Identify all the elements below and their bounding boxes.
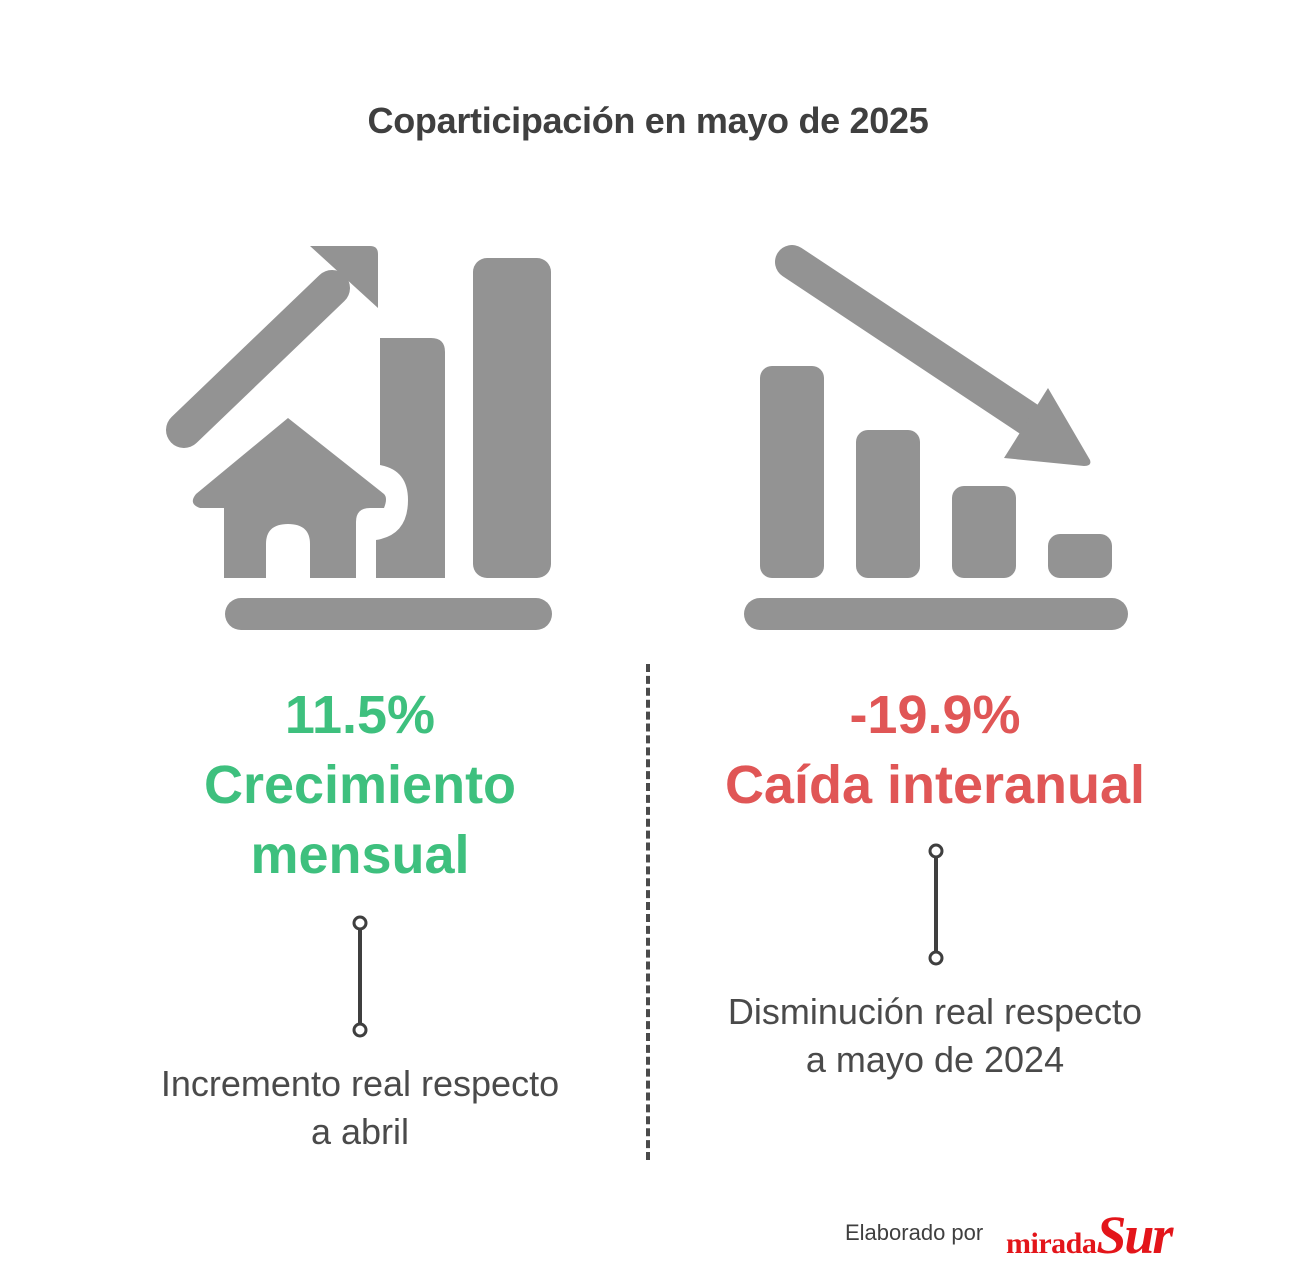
declining-bar-chart-icon [744,245,1128,630]
left-connector [352,915,368,1038]
page-title: Coparticipación en mayo de 2025 [367,100,929,141]
center-divider [646,664,650,1160]
right-metric: -19.9% Caída interanual [680,680,1190,820]
left-description: Incremento real respecto a abril [110,1060,610,1156]
credit-text: Elaborado por [845,1220,984,1245]
house-growth-chart-icon [166,246,552,630]
left-metric: 11.5% Crecimiento mensual [150,680,570,890]
left-description-line1: Incremento real respecto [160,1063,560,1104]
left-description-line2: a abril [310,1111,410,1152]
miradasur-logo: miradaSur [1006,1204,1173,1266]
logo-part-mirada: mirada [1006,1227,1097,1260]
right-description: Disminución real respecto a mayo de 2024 [680,988,1190,1084]
right-connector [928,843,944,966]
logo-part-sur: Sur [1096,1205,1173,1265]
right-description-line1: Disminución real respecto [727,991,1143,1032]
right-description-line2: a mayo de 2024 [805,1039,1065,1080]
monthly-growth-value: 11.5% [284,685,436,745]
yearly-drop-label: Caída interanual [724,755,1146,815]
yearly-drop-value: -19.9% [849,685,1021,745]
monthly-growth-label-line1: Crecimiento [203,755,517,815]
monthly-growth-label-line2: mensual [250,825,470,885]
